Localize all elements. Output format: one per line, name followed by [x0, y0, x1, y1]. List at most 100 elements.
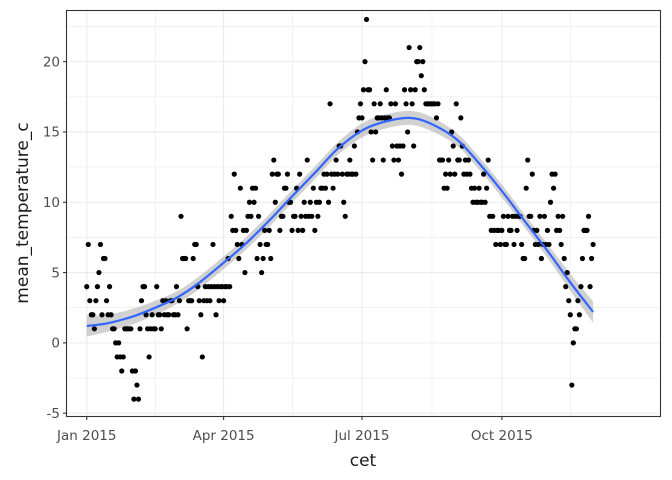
data-point: [409, 101, 415, 107]
data-point: [325, 199, 332, 205]
data-point: [228, 213, 234, 219]
data-point: [398, 171, 405, 177]
data-point: [537, 213, 543, 219]
data-point: [283, 185, 289, 191]
data-point: [91, 326, 97, 332]
data-point: [307, 199, 313, 205]
data-point: [529, 171, 535, 177]
data-point: [373, 129, 379, 135]
data-point: [173, 284, 180, 290]
data-point: [248, 213, 254, 219]
data-point: [588, 255, 595, 262]
data-point: [447, 171, 453, 177]
data-point: [360, 87, 367, 93]
data-point: [134, 382, 140, 388]
data-point: [547, 199, 554, 205]
data-point: [584, 227, 590, 233]
data-point: [178, 213, 184, 219]
y-tick-label: 0: [51, 336, 60, 352]
data-point: [558, 241, 564, 248]
data-point: [90, 312, 96, 318]
data-point: [207, 298, 213, 304]
data-point: [93, 298, 99, 304]
data-point: [141, 284, 148, 290]
data-point: [560, 213, 566, 219]
data-point: [401, 87, 408, 93]
data-point: [444, 185, 450, 191]
data-point: [388, 101, 394, 107]
data-point: [149, 312, 155, 318]
data-point: [353, 171, 359, 177]
data-point: [315, 213, 321, 219]
data-point: [198, 312, 204, 318]
data-point: [519, 241, 525, 248]
data-point: [418, 73, 424, 79]
data-point: [210, 241, 216, 248]
data-point: [143, 312, 149, 318]
data-point: [525, 157, 531, 163]
data-point: [103, 298, 110, 304]
data-point: [260, 255, 266, 262]
data-point: [403, 101, 409, 107]
data-point: [534, 227, 540, 233]
data-point: [452, 171, 458, 177]
axis-layer: -5 0 5 10 15 20 Jan 2015 Apr 2015 Jul 2015 Oct 20…: [43, 54, 533, 444]
data-point: [395, 157, 402, 163]
data-point: [490, 213, 496, 219]
data-point: [471, 185, 478, 191]
data-point: [566, 298, 572, 304]
data-point: [435, 101, 441, 107]
data-point: [137, 326, 143, 332]
y-tick-label: 15: [43, 125, 60, 141]
data-point: [132, 368, 139, 374]
data-point: [84, 284, 90, 290]
data-point: [467, 171, 473, 177]
data-point: [99, 312, 105, 318]
data-point: [231, 171, 237, 177]
data-point: [552, 171, 558, 177]
data-point: [237, 185, 243, 191]
data-point: [368, 129, 374, 135]
data-point: [108, 312, 114, 318]
data-point: [242, 269, 248, 276]
data-point: [106, 284, 113, 290]
y-tick-label: -5: [47, 406, 60, 422]
data-point: [152, 326, 158, 332]
data-point: [561, 255, 567, 262]
data-point: [327, 101, 333, 107]
data-point: [446, 157, 452, 163]
data-point: [575, 298, 581, 304]
data-point: [362, 59, 368, 65]
data-point: [146, 354, 152, 360]
panel-border: [65, 9, 662, 418]
data-point: [541, 213, 548, 219]
data-point: [485, 157, 491, 163]
data-point: [535, 241, 541, 248]
data-point: [259, 269, 265, 276]
data-point: [131, 396, 137, 402]
data-point: [333, 157, 339, 163]
x-tick-label: Oct 2015: [471, 428, 533, 444]
data-point: [216, 298, 222, 304]
data-point: [569, 382, 575, 388]
data-point: [199, 354, 205, 360]
data-point: [301, 199, 307, 205]
x-tick-label: Apr 2015: [193, 428, 255, 444]
data-point: [266, 227, 272, 233]
data-point: [546, 241, 552, 248]
data-point: [227, 284, 233, 290]
data-point: [339, 171, 345, 177]
y-tick-label: 5: [51, 265, 60, 281]
data-point: [347, 157, 353, 163]
data-point: [236, 255, 242, 262]
data-point: [421, 87, 427, 93]
data-point: [465, 157, 472, 163]
data-point: [183, 255, 189, 262]
data-point: [119, 368, 125, 374]
data-point: [555, 213, 561, 219]
data-point: [450, 143, 456, 149]
data-point: [370, 157, 376, 163]
data-point: [251, 199, 257, 205]
data-point: [439, 157, 446, 163]
data-point: [523, 185, 529, 191]
